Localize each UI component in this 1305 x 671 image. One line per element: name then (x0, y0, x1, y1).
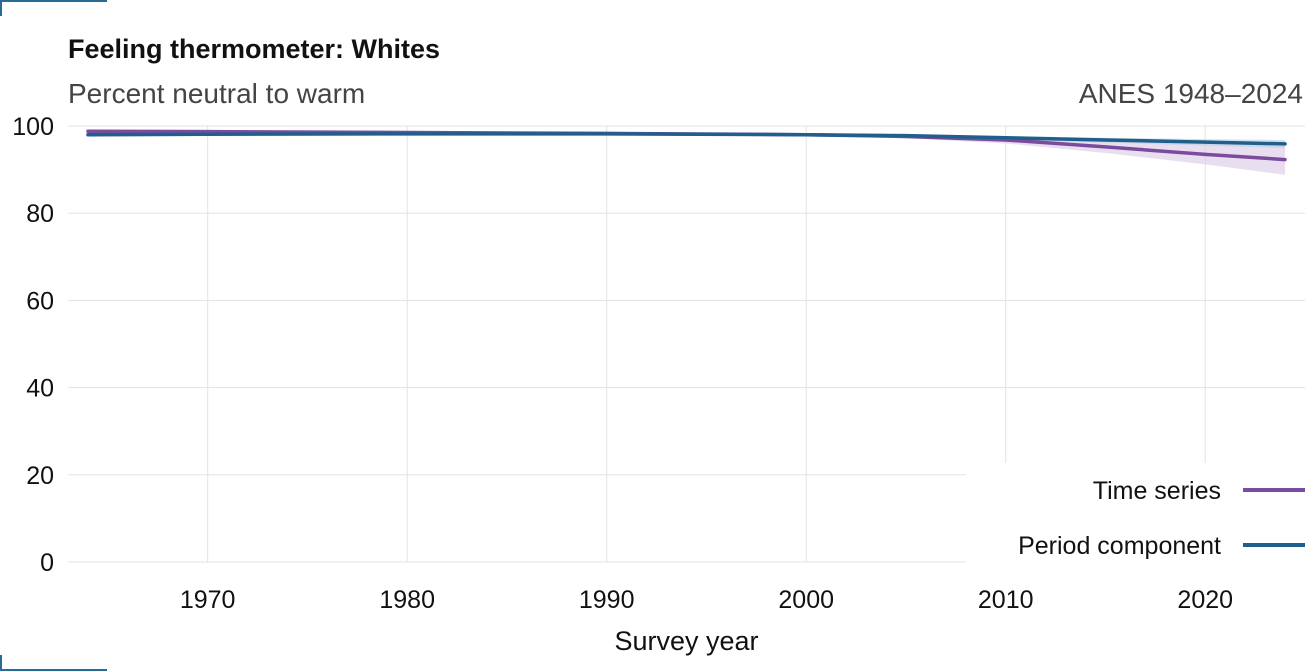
y-axis-ticks: 0 20 40 60 80 100 (12, 113, 54, 577)
chart-subtitle: Percent neutral to warm (68, 78, 366, 109)
y-tick-label: 60 (26, 287, 54, 315)
series-line (86, 132, 1287, 146)
x-axis-title: Survey year (614, 626, 758, 656)
confidence-band (87, 129, 1286, 175)
y-tick-label: 100 (12, 113, 54, 141)
y-tick-label: 40 (26, 375, 54, 403)
bottom-left-corner-mark (0, 655, 107, 671)
legend-label: Period component (1018, 532, 1221, 560)
legend-label: Time series (1093, 477, 1221, 505)
series-lines (86, 129, 1287, 162)
chart-source: ANES 1948–2024 (1078, 78, 1303, 109)
x-tick-label: 2020 (1177, 586, 1233, 614)
x-axis-ticks: 1970 1980 1990 2000 2010 2020 (180, 586, 1233, 614)
x-tick-label: 1990 (579, 586, 635, 614)
legend: Time series Period component (966, 463, 1305, 583)
legend-background (966, 463, 1305, 583)
top-left-corner-mark (0, 0, 107, 16)
chart-title: Feeling thermometer: Whites (68, 34, 441, 64)
y-tick-label: 20 (26, 462, 54, 490)
y-tick-label: 0 (40, 549, 54, 577)
x-tick-label: 1970 (180, 586, 236, 614)
y-tick-label: 80 (26, 200, 54, 228)
x-tick-label: 2010 (978, 586, 1034, 614)
x-tick-label: 1980 (379, 586, 435, 614)
x-tick-label: 2000 (778, 586, 834, 614)
confidence-bands (87, 129, 1286, 175)
